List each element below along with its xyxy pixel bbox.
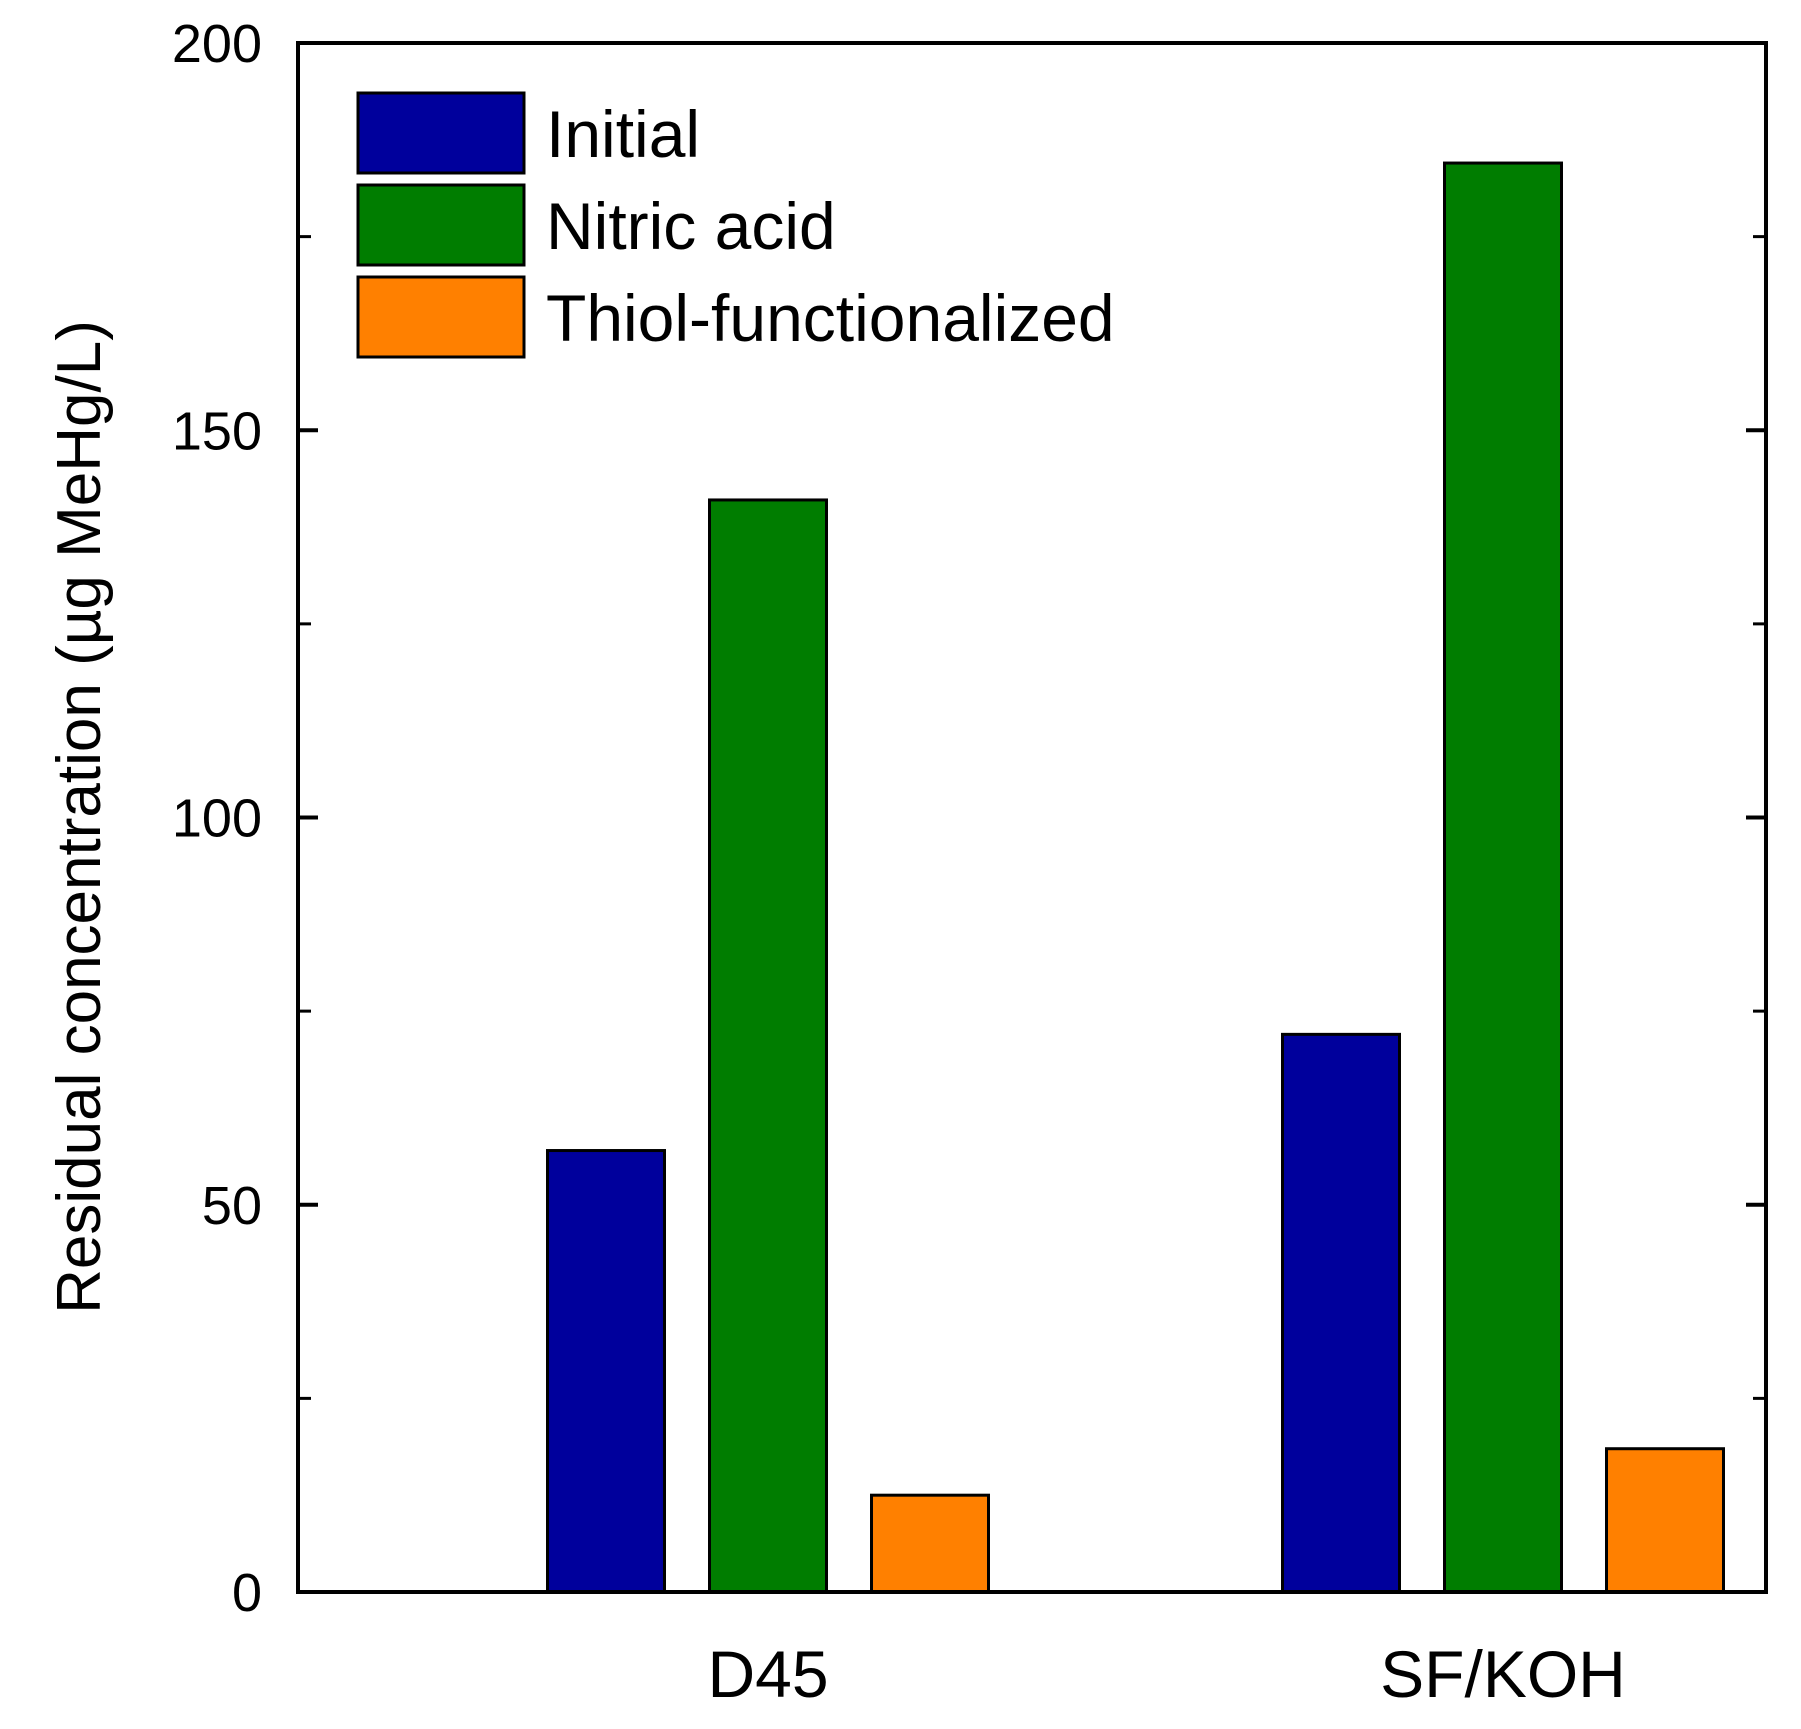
bar-thiol-functionalized-sf-koh [1605,1447,1725,1594]
legend-label: Initial [546,97,700,171]
y-tick-label: 0 [232,1563,262,1623]
bar-thiol-functionalized-d45 [870,1493,990,1594]
y-tick-label: 200 [172,14,262,74]
plot-area-frame [296,41,1768,1594]
y-tick-label: 100 [172,789,262,849]
bars [546,161,1725,1594]
y-axis-title: Residual concentration (µg MeHg/L) [45,320,114,1314]
x-category-label: D45 [707,1637,828,1711]
axis-labels: 0 50 100 150 200 D45 SF/KOH [172,14,1626,1711]
bar-initial-sf-koh [1281,1032,1401,1594]
y-axis-ticks [298,41,1766,1594]
y-tick-label: 150 [172,401,262,461]
bar-nitric-acid-d45 [708,498,828,1594]
legend-swatch [356,183,526,267]
y-tick-label: 50 [202,1176,262,1236]
legend-label: Nitric acid [546,189,836,263]
bar-nitric-acid-sf-koh [1443,161,1563,1594]
x-category-label: SF/KOH [1380,1637,1626,1711]
legend-label: Thiol-functionalized [546,281,1115,355]
legend: Initial Nitric acid Thiol-functionalized [356,91,1115,359]
bar-initial-d45 [546,1149,666,1594]
legend-swatch [356,275,526,359]
legend-swatch [356,91,526,175]
